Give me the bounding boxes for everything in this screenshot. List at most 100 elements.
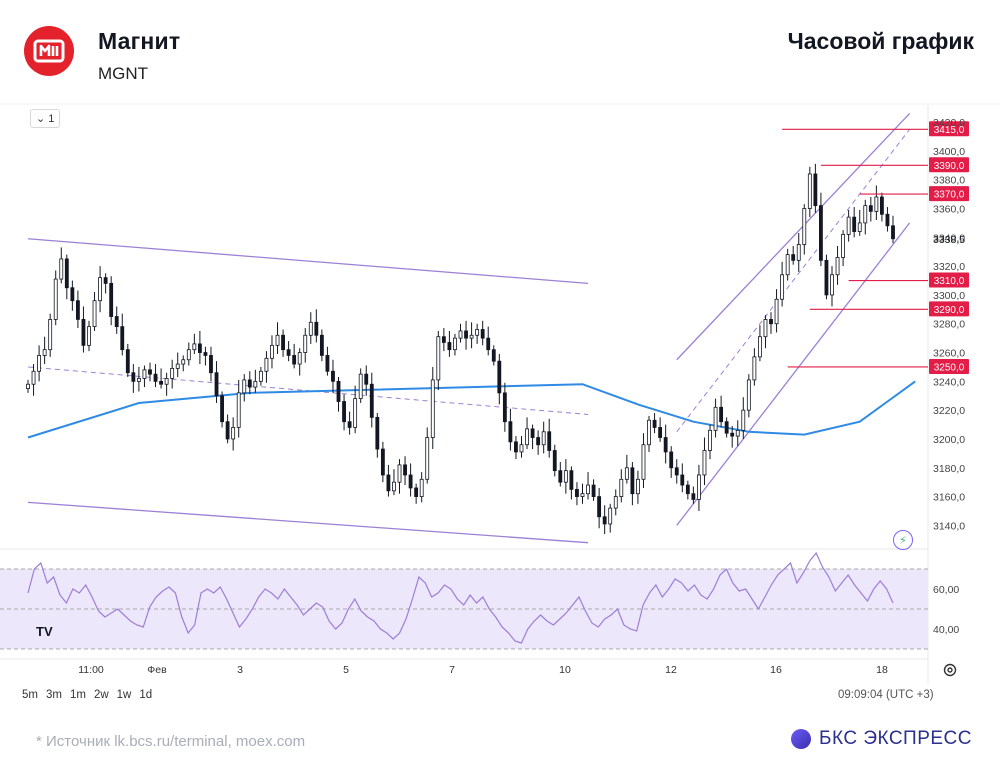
candle bbox=[857, 209, 862, 236]
candle-body bbox=[624, 467, 629, 480]
candle-body bbox=[447, 342, 452, 351]
candle bbox=[59, 247, 64, 284]
candle-body bbox=[203, 352, 208, 356]
candle-body bbox=[813, 173, 818, 207]
candle-body bbox=[652, 419, 657, 428]
candle-body bbox=[586, 484, 590, 495]
candle bbox=[680, 463, 685, 493]
timeframe-3m[interactable]: 3m bbox=[45, 689, 62, 701]
candle bbox=[830, 266, 834, 307]
timeframe-1m[interactable]: 1m bbox=[69, 689, 86, 701]
candle-body bbox=[879, 196, 884, 215]
candle bbox=[419, 472, 424, 503]
candle-body bbox=[303, 334, 308, 353]
candle bbox=[863, 199, 868, 235]
candle-body bbox=[314, 321, 319, 336]
candle bbox=[719, 395, 724, 428]
candle-body bbox=[835, 257, 840, 276]
candle-body bbox=[98, 277, 102, 302]
price-tick-label: 3360,0 bbox=[933, 204, 965, 216]
timeframe-5m[interactable]: 5m bbox=[22, 689, 38, 701]
candle-body bbox=[181, 359, 186, 365]
candle bbox=[697, 464, 701, 511]
candle-body bbox=[597, 496, 602, 518]
candle bbox=[81, 306, 86, 353]
candle-body bbox=[874, 196, 879, 212]
timeframe-2w[interactable]: 2w bbox=[93, 689, 109, 701]
candle bbox=[347, 411, 352, 435]
candle-body bbox=[59, 258, 64, 280]
candle-body bbox=[75, 300, 80, 320]
candle bbox=[231, 417, 236, 451]
candle-body bbox=[669, 451, 674, 469]
company-name: Магнит bbox=[98, 28, 181, 54]
candle-body bbox=[275, 334, 280, 346]
candle bbox=[769, 312, 773, 334]
candle bbox=[64, 254, 69, 300]
time-tick-label: 16 bbox=[770, 664, 782, 676]
candle bbox=[586, 472, 590, 500]
candle-body bbox=[785, 254, 790, 276]
price-tick-label: 3200,0 bbox=[933, 434, 965, 446]
candle-body bbox=[214, 372, 219, 397]
candle-body bbox=[497, 360, 502, 394]
candle bbox=[530, 424, 535, 450]
candle bbox=[841, 230, 846, 267]
candle-body bbox=[608, 507, 613, 525]
brand[interactable]: БКС ЭКСПРЕСС bbox=[791, 728, 972, 750]
candle-body bbox=[81, 319, 86, 346]
candle bbox=[92, 292, 97, 331]
level-label-bg bbox=[929, 157, 969, 173]
level-label: 3290,0 bbox=[934, 305, 965, 316]
price-tick-label: 3240,0 bbox=[933, 376, 965, 388]
candle bbox=[536, 430, 541, 455]
candle-body bbox=[741, 409, 746, 431]
candle bbox=[824, 254, 829, 300]
timeframe-1d[interactable]: 1d bbox=[139, 689, 153, 701]
candle bbox=[796, 232, 801, 272]
candle bbox=[835, 245, 840, 285]
candle-body bbox=[602, 516, 607, 525]
candle-body bbox=[347, 421, 352, 428]
candle bbox=[264, 351, 269, 383]
candle-body bbox=[852, 216, 857, 232]
price-tick-label: 3320,0 bbox=[933, 261, 965, 273]
candle-body bbox=[397, 464, 402, 483]
level-label-bg bbox=[929, 358, 969, 374]
candle-body bbox=[48, 319, 53, 351]
candle-body bbox=[475, 329, 480, 336]
timeframe-1w[interactable]: 1w bbox=[116, 689, 132, 701]
candle bbox=[281, 329, 285, 357]
interval-selector[interactable]: ⌄ 1 bbox=[30, 109, 61, 128]
candle-body bbox=[331, 370, 335, 382]
candle bbox=[70, 280, 75, 311]
candle bbox=[708, 424, 712, 460]
candle bbox=[336, 377, 341, 412]
candle bbox=[453, 333, 457, 356]
candle-body bbox=[724, 421, 729, 434]
candle bbox=[514, 436, 518, 460]
settings-icon[interactable] bbox=[942, 662, 958, 678]
candle bbox=[458, 323, 463, 343]
candle bbox=[502, 382, 507, 432]
candle-body bbox=[369, 383, 374, 418]
candle bbox=[597, 487, 602, 529]
candle-body bbox=[297, 352, 302, 365]
candle bbox=[253, 369, 258, 393]
candle bbox=[641, 433, 646, 488]
candle-body bbox=[114, 316, 119, 328]
candle-body bbox=[342, 401, 346, 423]
candle bbox=[575, 482, 579, 506]
candle bbox=[425, 427, 430, 484]
candle-body bbox=[142, 369, 147, 379]
candle-body bbox=[780, 274, 785, 300]
candle-body bbox=[885, 213, 890, 227]
candle-body bbox=[636, 478, 640, 495]
candle-body bbox=[824, 259, 829, 296]
timeframe-bar: 5m 3m 1m 2w 1w 1d bbox=[22, 689, 152, 701]
lightning-icon[interactable]: ⚡ bbox=[893, 530, 913, 550]
tradingview-logo-icon[interactable]: TV bbox=[36, 624, 53, 639]
candle-body bbox=[752, 356, 757, 381]
price-tick-label: 3380,0 bbox=[933, 175, 965, 187]
